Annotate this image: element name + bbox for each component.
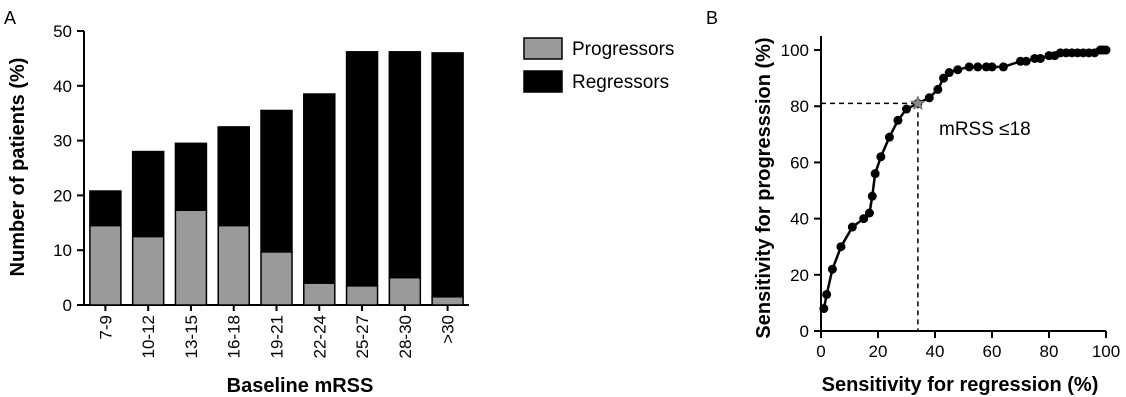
chart-a-bar-progressors — [89, 224, 122, 306]
chart-a-bar-progressors — [303, 282, 336, 306]
chart-a-bar-regressors — [303, 93, 336, 284]
chart-a-bar-progressors — [260, 251, 293, 306]
chart-b-cutoff-label: mRSS ≤18 — [939, 119, 1031, 140]
chart-b-y-tick-label: 20 — [790, 266, 809, 285]
chart-b-y-axis-label: Sensitivity for progresssion (%) — [753, 37, 775, 338]
chart-b-point — [987, 62, 997, 72]
chart-b: Sensitivity for progresssion (%) Sensiti… — [753, 36, 1120, 396]
chart-a-y-tick-label: 50 — [53, 22, 72, 41]
chart-b-point — [1101, 45, 1111, 55]
chart-b-point — [864, 208, 874, 218]
chart-a-y-tick-label: 0 — [63, 296, 72, 315]
chart-a-x-tick-label: 28-30 — [396, 315, 415, 358]
chart-b-point — [1021, 56, 1031, 66]
chart-a-y-tick-label: 30 — [53, 132, 72, 151]
chart-a-legend-label: Regressors — [572, 72, 669, 93]
chart-a-bar-regressors — [217, 126, 250, 227]
chart-a-x-tick-label: 19-21 — [268, 315, 287, 358]
chart-a-bar-regressors — [174, 142, 208, 211]
chart-b-point — [876, 152, 886, 162]
chart-a-bar-progressors — [345, 285, 379, 306]
chart-a: Number of patients (%) Baseline mRSS 0 10… — [7, 22, 674, 397]
chart-a-bar-regressors — [131, 150, 165, 238]
chart-a-bar-progressors — [217, 224, 250, 306]
chart-a-y-tick-label: 20 — [53, 186, 72, 205]
panel-a-label: A — [4, 8, 16, 28]
chart-b-x-tick-label: 100 — [1092, 342, 1120, 361]
chart-b-point — [847, 222, 857, 232]
chart-b-point — [964, 62, 974, 72]
chart-b-point — [902, 104, 911, 114]
chart-b-y-tick-label: 100 — [781, 41, 809, 60]
chart-a-bar-regressors — [345, 51, 379, 287]
chart-a-bar-regressors — [89, 190, 122, 227]
chart-a-bar-regressors — [431, 52, 464, 298]
chart-b-point — [973, 62, 983, 72]
chart-a-legend-label: Progressors — [572, 39, 674, 60]
chart-a-legend-swatch — [523, 70, 563, 93]
chart-a-y-tick-label: 10 — [53, 241, 72, 260]
chart-b-series-line — [822, 48, 1106, 309]
chart-b-point — [1035, 53, 1045, 63]
chart-b-x-tick-label: 80 — [1040, 342, 1059, 361]
chart-b-point — [884, 132, 894, 142]
chart-b-point — [998, 62, 1008, 72]
chart-a-bar-progressors — [431, 296, 464, 306]
chart-a-bar-regressors — [260, 109, 293, 253]
chart-b-point — [822, 289, 832, 299]
chart-a-bar-progressors — [174, 209, 208, 306]
chart-a-x-tick-label: 13-15 — [182, 315, 201, 358]
chart-a-legend-swatch — [523, 37, 563, 60]
chart-a-x-tick-label: 16-18 — [225, 315, 244, 358]
chart-b-x-tick-label: 60 — [983, 342, 1002, 361]
chart-a-x-axis-label: Baseline mRSS — [227, 375, 374, 397]
chart-a-bar-progressors — [388, 276, 422, 306]
chart-b-point — [924, 93, 934, 103]
chart-a-bar-regressors — [388, 51, 422, 279]
chart-b-cutoff-marker — [910, 95, 926, 111]
chart-b-x-axis-label: Sensitivity for regression (%) — [822, 374, 1099, 396]
chart-b-y-tick-label: 60 — [790, 153, 809, 172]
chart-b-y-tick-label: 80 — [790, 97, 809, 116]
chart-b-x-tick-label: 20 — [869, 342, 888, 361]
chart-a-x-tick-label: 7-9 — [96, 315, 115, 340]
chart-b-point — [953, 65, 963, 75]
chart-a-y-tick-label: 40 — [53, 77, 72, 96]
chart-b-point — [819, 304, 829, 314]
panel-b-label: B — [706, 8, 718, 28]
chart-b-point — [859, 214, 869, 224]
chart-a-x-tick-label: >30 — [439, 315, 458, 344]
chart-a-x-tick-label: 22-24 — [310, 315, 329, 358]
chart-b-point — [944, 68, 954, 78]
chart-b-point — [933, 84, 943, 94]
chart-b-point — [939, 73, 949, 83]
chart-b-y-tick-label: 0 — [800, 322, 809, 341]
chart-b-point — [827, 264, 837, 274]
chart-b-y-tick-label: 40 — [790, 210, 809, 229]
chart-b-point — [893, 115, 903, 125]
chart-a-bar-progressors — [131, 235, 165, 306]
chart-b-point — [870, 169, 880, 179]
chart-b-point — [836, 242, 846, 252]
chart-a-x-tick-label: 25-27 — [353, 315, 372, 358]
chart-a-x-tick-label: 10-12 — [139, 315, 158, 358]
chart-b-point — [867, 191, 877, 201]
chart-a-y-axis-label: Number of patients (%) — [7, 58, 29, 277]
chart-b-x-tick-label: 40 — [926, 342, 945, 361]
chart-b-x-tick-label: 0 — [816, 342, 825, 361]
